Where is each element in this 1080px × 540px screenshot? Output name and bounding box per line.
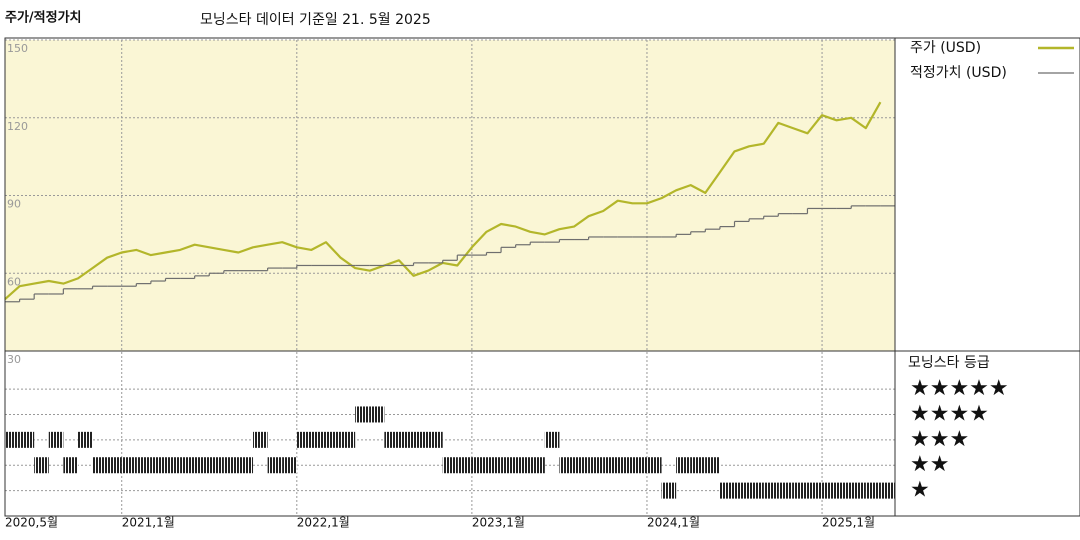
rating-label: ★ xyxy=(910,478,930,503)
rating-bar xyxy=(180,457,195,474)
chart-subtitle: 모닝스타 데이터 기준일 21. 5월 2025 xyxy=(200,12,431,28)
rating-bar xyxy=(19,431,35,448)
rating-bar xyxy=(559,457,575,474)
rating-bar xyxy=(471,457,487,474)
legend-label: 주가 (USD) xyxy=(910,40,981,56)
rating-bar xyxy=(209,457,224,474)
rating-bar xyxy=(355,406,370,423)
rating-bar xyxy=(77,431,93,448)
y-tick-label: 60 xyxy=(7,275,21,288)
rating-bar xyxy=(763,482,779,499)
y-tick-label: 120 xyxy=(7,120,28,133)
rating-bar xyxy=(661,482,677,499)
rating-bar xyxy=(267,457,283,474)
y-tick-label: 90 xyxy=(7,198,21,211)
rating-label: ★★ xyxy=(910,452,949,477)
x-tick-label: 2020,5월 xyxy=(5,516,58,530)
rating-bar xyxy=(530,457,545,474)
rating-bar xyxy=(574,457,589,474)
rating-label: ★★★ xyxy=(910,427,969,452)
rating-bar xyxy=(792,482,808,499)
rating-bar xyxy=(296,431,312,448)
rating-bar xyxy=(107,457,122,474)
rating-label: ★★★★★ xyxy=(910,376,1009,401)
rating-bar xyxy=(48,431,64,448)
legend-label: 적정가치 (USD) xyxy=(910,65,1007,81)
rating-bar xyxy=(325,431,341,448)
rating-bar xyxy=(544,431,560,448)
rating-bar xyxy=(369,406,385,423)
rating-bar xyxy=(5,431,20,448)
rating-bar xyxy=(150,457,166,474)
rating-bar xyxy=(165,457,181,474)
x-tick-label: 2021,1월 xyxy=(122,516,175,530)
rating-bar xyxy=(880,482,895,499)
rating-bar xyxy=(282,457,297,474)
rating-bar xyxy=(851,482,866,499)
rating-bar xyxy=(501,457,516,474)
x-tick-label: 2023,1월 xyxy=(472,516,525,530)
rating-bar xyxy=(34,457,49,474)
rating-bar xyxy=(457,457,472,474)
rating-bar xyxy=(413,431,429,448)
rating-bar xyxy=(238,457,254,474)
rating-bar xyxy=(515,457,531,474)
rating-bar xyxy=(836,482,852,499)
rating-bar xyxy=(121,457,137,474)
rating-bar xyxy=(588,457,604,474)
rating-bar xyxy=(617,457,633,474)
rating-bar xyxy=(778,482,793,499)
rating-bar xyxy=(719,482,735,499)
rating-bar xyxy=(398,431,414,448)
rating-bar xyxy=(705,457,720,474)
rating-title: 모닝스타 등급 xyxy=(908,355,990,371)
rating-bar xyxy=(646,457,662,474)
rating-bar xyxy=(807,482,823,499)
frame xyxy=(4,37,1080,517)
rating-bar xyxy=(676,457,691,474)
rating-bar xyxy=(486,457,502,474)
rating-bar xyxy=(822,482,837,499)
rating-bar xyxy=(384,431,399,448)
rating-bar xyxy=(734,482,750,499)
x-tick-label: 2024,1월 xyxy=(647,516,700,530)
rating-bar xyxy=(92,457,108,474)
rating-bar xyxy=(194,457,210,474)
rating-bar xyxy=(311,431,326,448)
y-tick-label: 150 xyxy=(7,42,28,55)
y-tick-label: 30 xyxy=(7,353,21,366)
chart-title: 주가/적정가치 xyxy=(5,10,82,26)
rating-bar xyxy=(223,457,239,474)
x-tick-label: 2025,1월 xyxy=(822,516,875,530)
rating-bar xyxy=(340,431,356,448)
rating-label: ★★★★ xyxy=(910,401,989,426)
rating-bar xyxy=(603,457,618,474)
rating-bar xyxy=(749,482,764,499)
x-tick-label: 2022,1월 xyxy=(297,516,350,530)
rating-bar xyxy=(865,482,881,499)
rating-bar xyxy=(632,457,647,474)
rating-bar xyxy=(690,457,706,474)
rating-bar xyxy=(136,457,151,474)
rating-bar xyxy=(428,431,443,448)
rating-bar xyxy=(253,431,268,448)
rating-bar xyxy=(63,457,78,474)
rating-bar xyxy=(442,457,458,474)
